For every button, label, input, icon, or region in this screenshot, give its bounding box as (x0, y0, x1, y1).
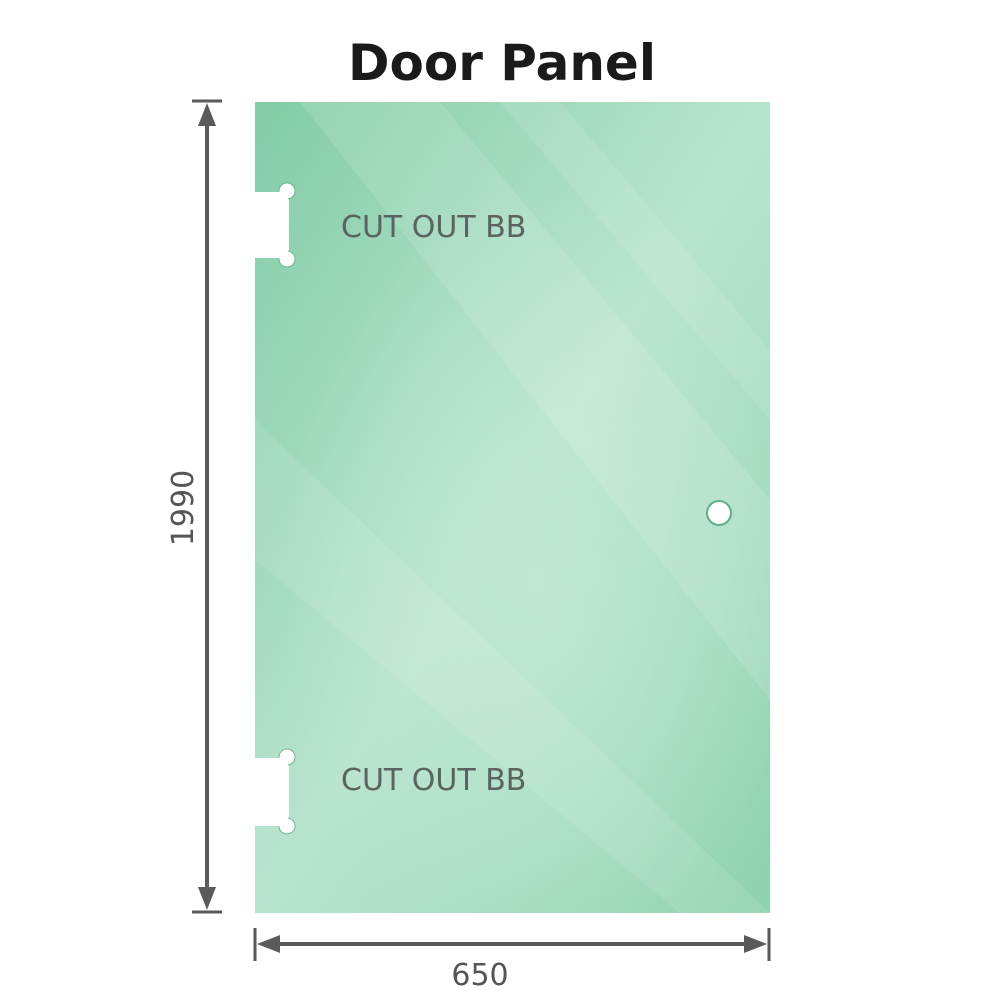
diagram-title: Door Panel (348, 34, 656, 92)
height-dimension-label: 1990 (166, 470, 201, 546)
width-dimension (253, 928, 771, 961)
glass-reflection (300, 102, 770, 700)
width-dimension-label: 650 (451, 958, 508, 993)
cutout-label-bottom: CUT OUT BB (341, 763, 526, 798)
cutout-top (254, 182, 296, 268)
glass-reflection (500, 102, 770, 420)
cutout-label-top: CUT OUT BB (341, 210, 526, 245)
handle-hole (706, 500, 732, 526)
glass-panel (254, 102, 770, 913)
height-dimension (192, 99, 222, 914)
glass-reflection (255, 420, 770, 913)
cutout-bottom (254, 748, 296, 835)
